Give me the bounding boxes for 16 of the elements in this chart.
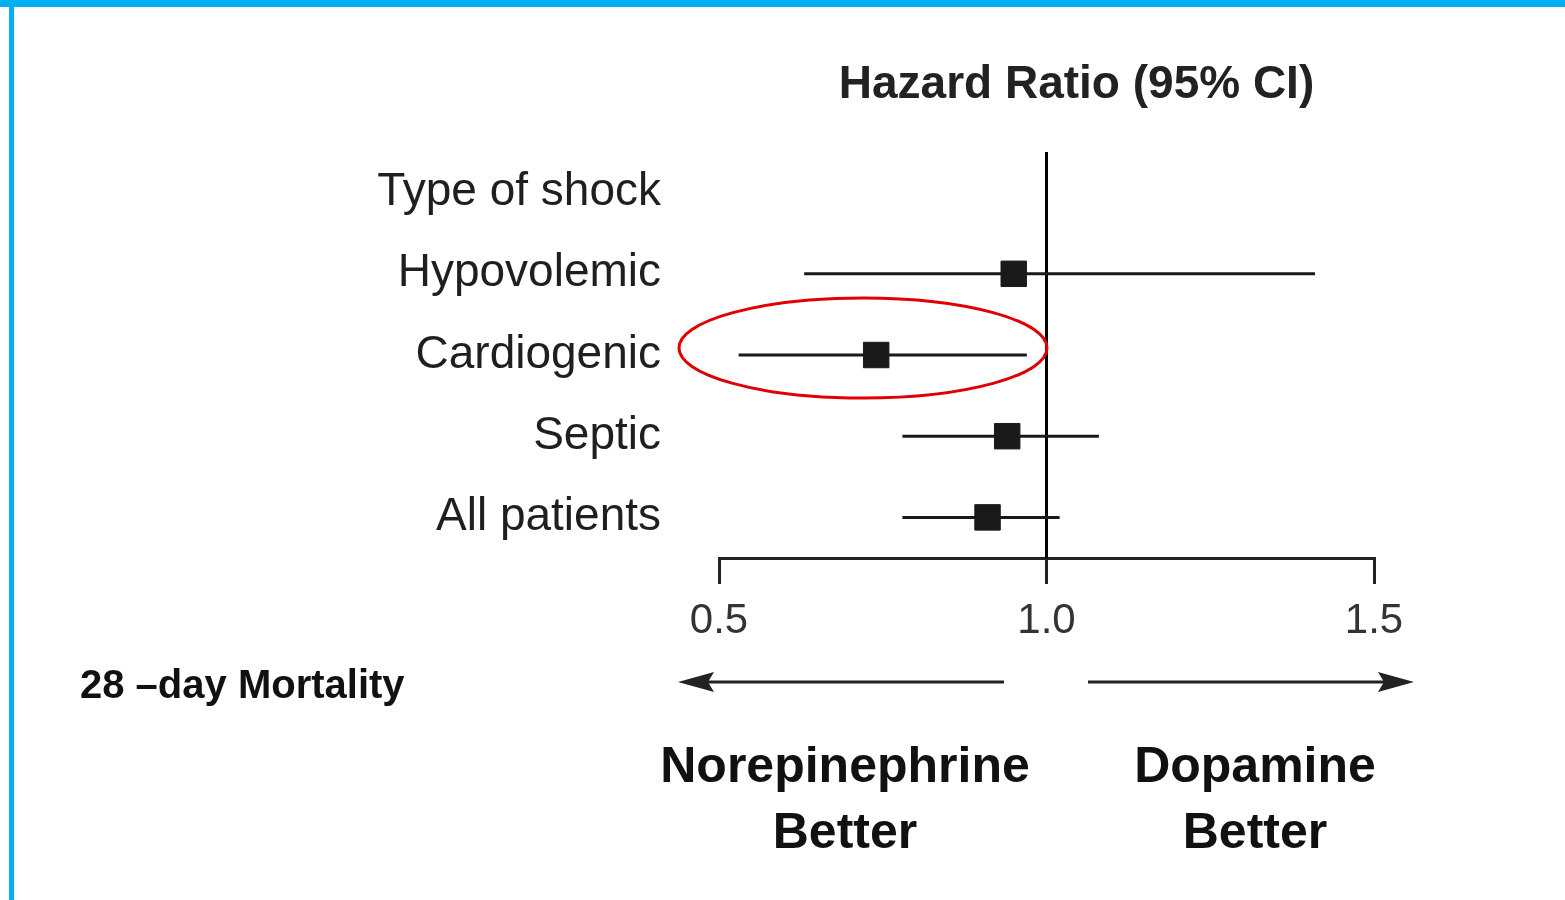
chart-title: Hazard Ratio (95% CI) <box>838 55 1315 108</box>
y-tick-label: All patients <box>435 488 661 541</box>
y-tick-label: Type of shock <box>377 163 662 216</box>
text: Norepinephrine Better <box>659 736 1031 861</box>
point <box>974 504 1001 531</box>
y-tick-label: Septic <box>533 406 661 459</box>
point <box>1000 260 1027 288</box>
x-tick-label: 1.0 <box>1017 594 1076 642</box>
y-tick-label: Hypovolemic <box>397 244 661 297</box>
text: 28 –day Mortality <box>80 662 405 707</box>
point <box>993 422 1021 450</box>
y-tick-label: Cardiogenic <box>415 325 661 378</box>
point <box>862 341 890 369</box>
text: Dopamine Better <box>1133 736 1377 861</box>
x-tick-label: 1.5 <box>1344 594 1404 642</box>
x-tick-label: 0.5 <box>689 594 749 642</box>
